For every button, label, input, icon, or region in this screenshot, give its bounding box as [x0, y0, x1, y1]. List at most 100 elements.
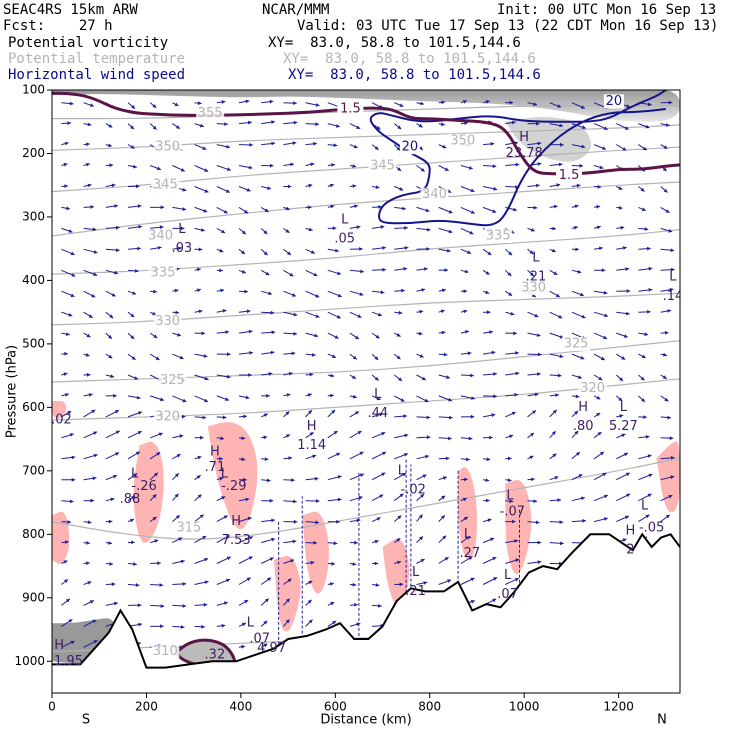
field-range-pv: XY= 83.0, 58.8 to 101.5,144.6	[268, 35, 521, 51]
wind-vector-head	[198, 247, 203, 252]
theta-label-bg	[151, 178, 180, 193]
pv-fill-region	[458, 467, 477, 561]
wind-vector-head	[286, 393, 291, 397]
wind-vector-head	[467, 351, 472, 356]
wind-vector-head	[378, 205, 382, 209]
wind-vector-head	[577, 269, 582, 274]
wind-vector-head	[268, 291, 272, 296]
wind-vector-head	[270, 350, 275, 355]
wind-vector-head	[180, 168, 185, 172]
wind-vector-head	[152, 104, 157, 108]
wind-vector-head	[225, 397, 229, 401]
wind-vector-head	[92, 476, 97, 481]
extremum-label: L	[131, 467, 139, 482]
wind-vector-head	[330, 373, 335, 378]
wind-vector-head	[420, 167, 425, 172]
wind-vector-head	[241, 436, 246, 440]
wind-vector-head	[425, 454, 429, 459]
wind-vector-head	[263, 413, 268, 417]
wind-vector-head	[264, 598, 269, 603]
wind-vector-head	[404, 433, 409, 438]
wind-vector-head	[446, 375, 450, 379]
wind-vector-head	[598, 246, 603, 251]
wind-vector-head	[557, 104, 562, 108]
plot-frame	[51, 89, 681, 694]
wind-vector-head	[640, 376, 645, 381]
pv-1p5-contour	[52, 91, 680, 176]
wind-vector-head	[574, 410, 578, 415]
wind-vector-head	[337, 271, 341, 275]
wind-vector-head	[175, 473, 179, 478]
wind-vector-head	[601, 268, 606, 273]
wind-vector-head	[489, 435, 493, 440]
wind-vector-head	[335, 124, 340, 128]
wind-vector-head	[86, 142, 90, 147]
wind-vector-head	[263, 251, 268, 256]
wind-vector-head	[492, 209, 497, 213]
wind-vector-head	[93, 640, 98, 644]
wind-vector-head	[662, 167, 667, 172]
wind-vector-head	[222, 415, 227, 420]
wind-vector-head	[357, 431, 362, 435]
wind-vector-head	[603, 126, 608, 130]
wind-vector-head	[197, 455, 202, 460]
extremum-label: L	[641, 498, 649, 513]
wind-vector-head	[512, 519, 516, 524]
wind-vector-head	[313, 540, 317, 545]
wind-vector-head	[199, 514, 204, 519]
wind-vector-head	[621, 356, 626, 360]
theta-label: 330	[521, 281, 546, 296]
wind-vector-head	[575, 394, 580, 399]
wind-vector-head	[462, 497, 467, 502]
wind-vector-head	[224, 122, 228, 126]
extremum-label: -.07	[500, 505, 525, 520]
wind-vector-head	[354, 335, 359, 340]
wind-vector-head	[396, 355, 401, 360]
wind-vector-head	[270, 310, 275, 315]
wind-vector-head	[471, 396, 475, 400]
wind-vector-head	[248, 536, 253, 540]
wind-vector-head	[153, 289, 157, 294]
wind-vector-head	[311, 352, 316, 357]
wind-vector-head	[556, 183, 561, 187]
wind-vector-head	[379, 494, 384, 499]
wind-vector-head	[114, 270, 119, 275]
wind-vector-head	[663, 188, 668, 193]
wind-vector-head	[509, 499, 514, 504]
wind-vector-head	[668, 495, 673, 499]
wind-vector-head	[308, 205, 312, 210]
wind-vector-head	[115, 430, 120, 435]
wind-vector-head	[332, 226, 337, 231]
wind-vector-head	[355, 411, 359, 415]
wind-vector-head	[397, 560, 401, 565]
wind-vector-head	[447, 579, 452, 583]
wind-vector-head	[398, 310, 403, 315]
wind-vector-head	[468, 436, 473, 441]
wind-vector-head	[137, 204, 142, 209]
theta-label: 310	[153, 644, 178, 659]
wind-vector-head	[492, 164, 497, 169]
field-name-theta: Potential temperature	[8, 51, 186, 67]
wind-vector-head	[310, 560, 315, 565]
wind-vector-head	[108, 124, 113, 128]
wind-vector-head	[135, 583, 140, 587]
wind-vector-head	[87, 183, 92, 188]
wind-vector-head	[448, 436, 452, 441]
wind-vector-head	[70, 251, 75, 256]
wind-vector-head	[138, 622, 142, 627]
wind-vector-head	[402, 473, 407, 477]
wind-vector-head	[537, 141, 542, 146]
theta-label-bg	[519, 281, 548, 296]
wind-vector-head	[92, 227, 97, 232]
wind-vector-head	[375, 583, 380, 587]
wind-vector-head	[152, 311, 157, 316]
extremum-label: 7.53	[222, 533, 251, 548]
wind-vector-head	[470, 373, 474, 378]
wind-vector-head	[159, 225, 164, 230]
wind-vector-head	[155, 356, 160, 360]
x-tick-label: 400	[229, 700, 252, 714]
wind-vector-head	[196, 267, 201, 272]
wind-vector-head	[603, 335, 608, 340]
wind-vector-head	[108, 143, 112, 148]
theta-label-bg	[562, 336, 591, 351]
